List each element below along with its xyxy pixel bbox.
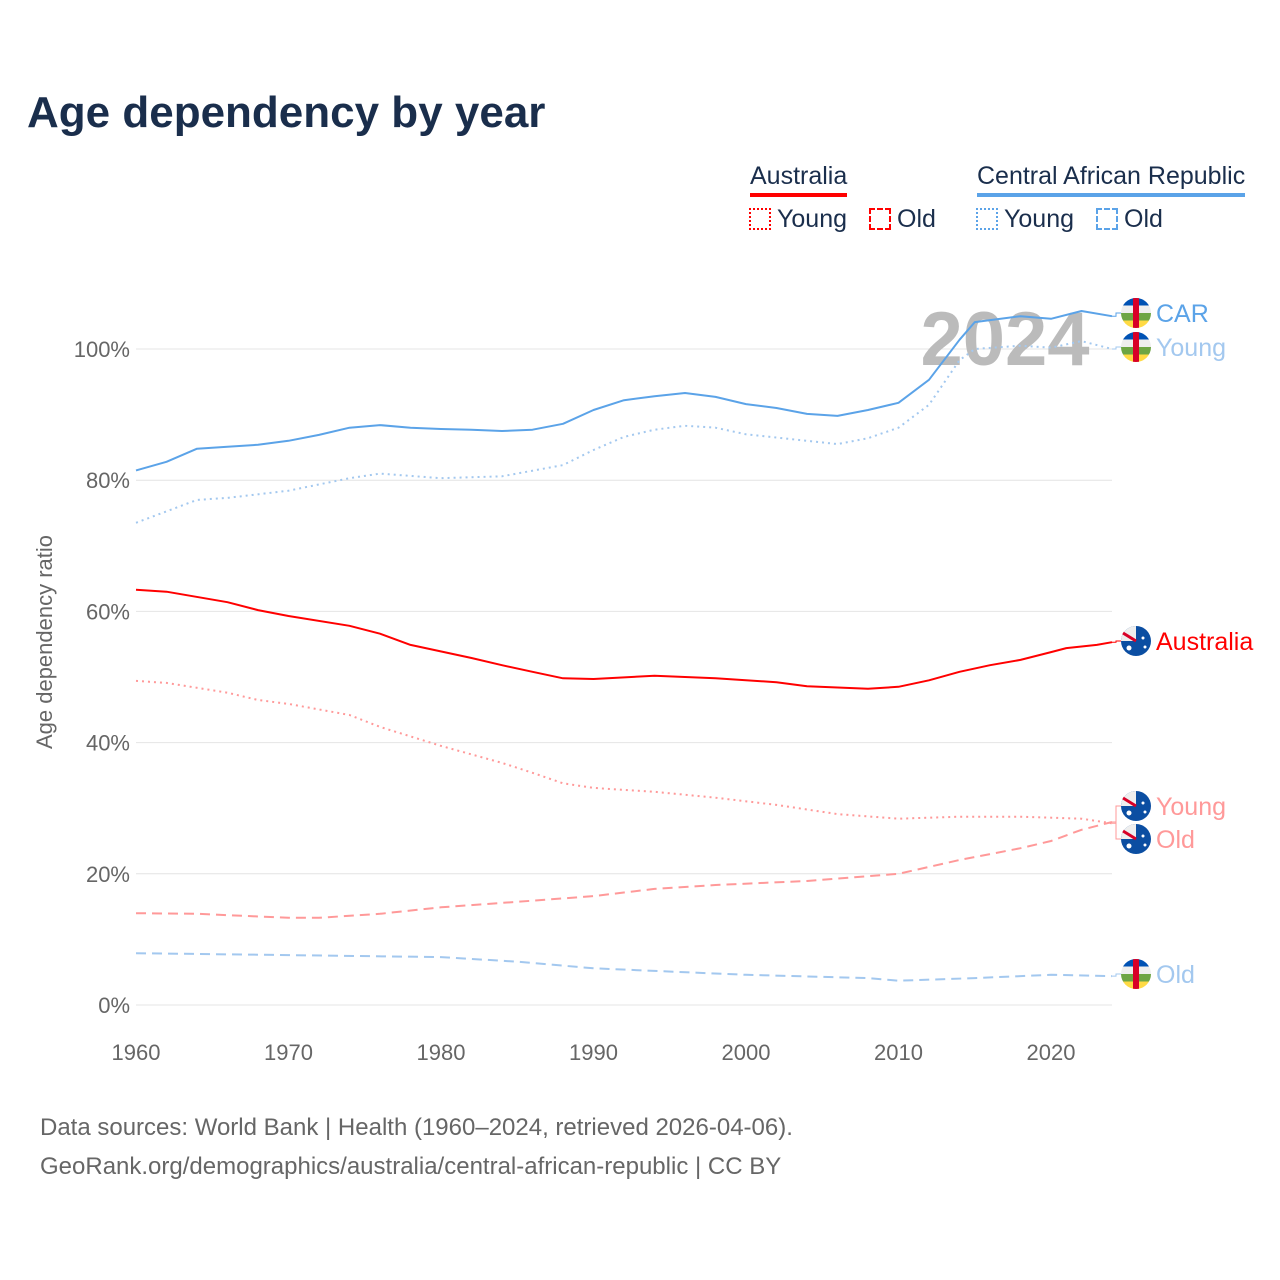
- union-jack-cross: [1122, 631, 1137, 643]
- dashed-swatch-icon: [869, 208, 891, 230]
- legend-label: Old: [897, 205, 936, 233]
- series-line-car-old: [135, 952, 1113, 982]
- car-flag-icon: [1121, 298, 1151, 328]
- australia-flag-icon: [1121, 626, 1151, 656]
- data-source-text: Data sources: World Bank | Health (1960–…: [40, 1114, 793, 1141]
- legend-item-car-young[interactable]: Young: [976, 205, 1074, 234]
- y-tick-label: 40%: [86, 731, 130, 756]
- dashed-swatch-icon: [1096, 208, 1118, 230]
- x-tick-label: 1990: [569, 1040, 618, 1065]
- label-connector: [1112, 346, 1122, 350]
- y-tick-label: 80%: [86, 468, 130, 493]
- series-end-label: Young: [1156, 793, 1226, 821]
- y-tick-label: 60%: [86, 599, 130, 624]
- legend-group-car[interactable]: Central African Republic: [977, 162, 1246, 197]
- label-connector: [1112, 973, 1122, 977]
- legend-item-australia-young[interactable]: Young: [749, 205, 847, 234]
- union-jack-cross: [1122, 796, 1137, 808]
- star: [1141, 801, 1145, 805]
- y-tick-label: 100%: [74, 337, 130, 362]
- dotted-swatch-icon: [976, 208, 998, 230]
- year-watermark: 2024: [920, 297, 1089, 382]
- australia-flag-icon: [1121, 791, 1151, 821]
- australia-flag-icon: [1121, 824, 1151, 854]
- legend-country-label: Central African Republic: [977, 162, 1246, 197]
- dotted-swatch-icon: [749, 208, 771, 230]
- series-end-label: Australia: [1156, 628, 1253, 656]
- series-end-label: Old: [1156, 826, 1195, 854]
- star: [1143, 843, 1147, 847]
- legend-item-car-old[interactable]: Old: [1096, 205, 1163, 234]
- flag-stripe: [1133, 298, 1139, 328]
- y-axis-label: Age dependency ratio: [32, 535, 57, 749]
- car-flag-icon: [1121, 332, 1151, 362]
- source-link[interactable]: GeoRank.org/demographics/australia/centr…: [40, 1153, 782, 1180]
- label-connector: [1112, 821, 1122, 840]
- flag-stripe: [1133, 332, 1139, 362]
- x-tick-label: 2010: [874, 1040, 923, 1065]
- y-tick-label: 20%: [86, 862, 130, 887]
- star: [1141, 636, 1145, 640]
- star: [1126, 843, 1132, 849]
- x-tick-label: 1960: [112, 1040, 161, 1065]
- label-connector: [1112, 640, 1122, 643]
- series-end-label: Old: [1156, 961, 1195, 989]
- label-connector: [1112, 805, 1122, 824]
- series-end-label: Young: [1156, 334, 1226, 362]
- legend-label: Young: [777, 205, 847, 233]
- y-tick-label: 0%: [98, 993, 130, 1018]
- footer: Data sources: World Bank | Health (1960–…: [40, 1108, 793, 1186]
- legend-country-label: Australia: [750, 162, 848, 197]
- label-connector: [1112, 312, 1122, 317]
- series-line-car-young: [135, 340, 1113, 524]
- series-end-label: CAR: [1156, 300, 1209, 328]
- x-tick-label: 2000: [722, 1040, 771, 1065]
- series-line-australia: [135, 588, 1113, 690]
- legend-group-australia[interactable]: Australia: [750, 162, 848, 197]
- union-jack-cross: [1122, 829, 1137, 841]
- chart-title: Age dependency by year: [27, 88, 546, 137]
- series-line-australia-young: [135, 679, 1113, 825]
- star: [1126, 810, 1132, 816]
- car-flag-icon: [1121, 959, 1151, 989]
- flag-stripe: [1133, 959, 1139, 989]
- legend-label: Young: [1004, 205, 1074, 233]
- x-tick-label: 1980: [417, 1040, 466, 1065]
- series-line-car: [135, 310, 1113, 472]
- x-tick-label: 2020: [1027, 1040, 1076, 1065]
- star: [1141, 834, 1145, 838]
- legend-item-australia-old[interactable]: Old: [869, 205, 936, 234]
- series-line-australia-old: [135, 821, 1113, 919]
- legend-label: Old: [1124, 205, 1163, 233]
- star: [1143, 645, 1147, 649]
- star: [1143, 810, 1147, 814]
- x-tick-label: 1970: [264, 1040, 313, 1065]
- star: [1126, 645, 1132, 651]
